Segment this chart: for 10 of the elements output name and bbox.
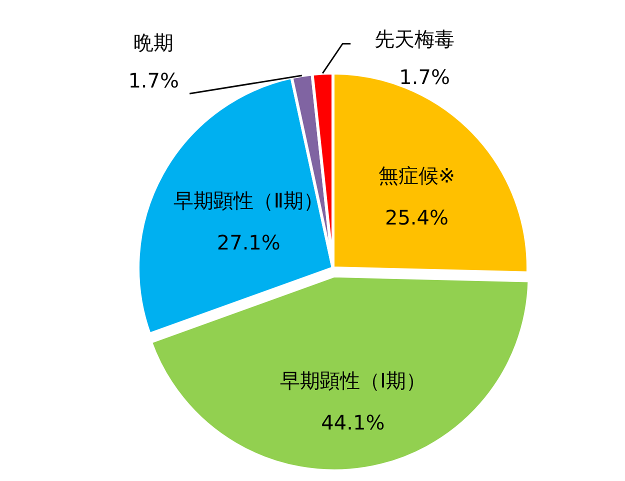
data-label: 44.1%: [321, 410, 385, 434]
slice-label: 早期顕性（Ⅱ期）: [174, 188, 324, 212]
data-label: 27.1%: [216, 230, 280, 254]
slice-label: 早期顕性（Ⅰ期）: [280, 368, 426, 392]
data-label: 25.4%: [384, 205, 449, 230]
data-label: 1.7%: [128, 68, 180, 93]
slice-label: 無症候※: [378, 163, 456, 188]
slice-label: 晩期: [134, 30, 174, 55]
slice-label: 先天梅毒: [374, 26, 455, 51]
data-label: 1.7%: [399, 64, 450, 89]
